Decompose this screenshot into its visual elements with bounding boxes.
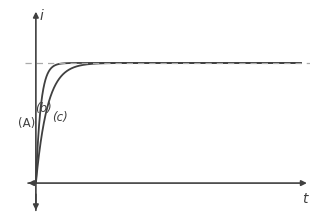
Text: t: t — [302, 192, 308, 206]
Text: (A): (A) — [18, 117, 35, 129]
Text: (c): (c) — [52, 111, 68, 123]
Text: i: i — [39, 9, 43, 23]
Text: (b): (b) — [35, 102, 52, 115]
